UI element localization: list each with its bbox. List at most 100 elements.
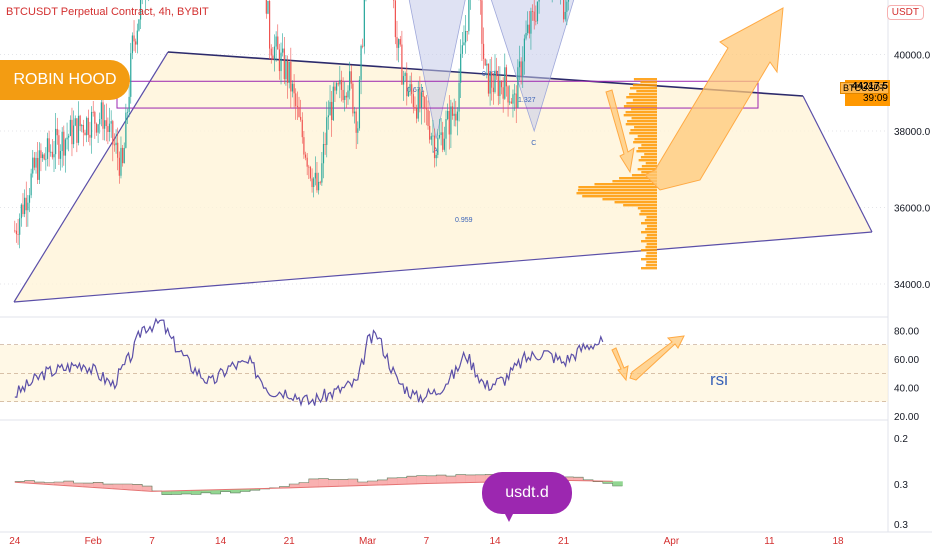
candle-body [326,117,327,145]
time-tick-label: 24 [9,536,21,547]
volume-profile-bar [633,99,657,101]
candle-body [439,135,440,138]
volume-profile-bar [641,210,657,212]
volume-profile-bar [627,120,657,122]
volume-profile-bar [641,144,657,146]
candle-body [300,117,301,120]
candle-body [498,76,499,96]
candle-body [122,148,123,163]
candle-body [58,135,59,159]
candle-body [401,45,402,85]
candle-body [349,71,350,90]
candle-body [532,11,533,12]
candle-body [120,148,121,176]
candle-body [21,205,22,219]
candle-body [393,0,394,1]
candle-body [565,12,566,19]
candle-body [26,198,27,210]
candle-body [524,39,525,62]
candle-body [530,11,531,34]
candle-body [285,61,286,79]
volume-profile-bar [647,243,657,245]
usdt-d-label: usdt.d [482,472,572,514]
candle-body [406,73,407,96]
candle-body [437,138,438,155]
candle-body [39,150,40,180]
volume-profile-bar [632,117,657,119]
candle-body [434,136,435,159]
candle-body [405,73,406,76]
candle-body [527,25,528,33]
candle-body [277,36,278,49]
volume-profile-bar [634,126,657,128]
rsi-chart[interactable] [0,319,888,406]
candle-body [289,62,290,83]
candle-body [522,61,523,75]
volume-profile-bar [626,102,657,104]
candle-body [124,148,125,163]
candle-body [321,163,322,182]
candle-body [111,121,112,124]
candle-body [52,152,53,157]
candle-body [42,154,43,158]
volume-profile-bar [623,204,657,206]
candle-body [421,92,422,107]
volume-profile-bar [647,234,657,236]
candle-body [84,133,85,136]
candle-body [294,84,295,94]
volume-profile-bar [641,249,657,251]
volume-profile-bar [639,213,657,215]
usdt-area-step [613,481,623,486]
candle-body [516,94,517,108]
candle-body [431,136,432,139]
currency-button[interactable]: USDT [887,5,924,20]
volume-profile-bar [624,114,657,116]
candle-body [284,49,285,79]
candle-body [426,107,427,109]
rsi-tick-label: 80.00 [894,327,919,338]
candle-body [491,72,492,88]
usdt-area-step [397,478,407,485]
volume-profile-bar [633,141,657,143]
volume-profile-bar [576,192,657,194]
volume-profile-bar [645,237,657,239]
candle-body [272,55,273,59]
candle-body [266,0,267,14]
usdt-area-step [348,479,358,486]
candle-body [53,154,54,157]
usdt-area-step [191,490,201,494]
candle-body [94,112,95,124]
candle-body [416,108,417,118]
candle-body [323,144,324,163]
volume-profile-bar [646,264,657,266]
candle-body [341,80,342,90]
rsi-label: rsi [710,370,728,390]
usdt-area-step [142,486,152,491]
candle-body [481,0,482,44]
usdt-area-step [466,475,476,483]
candle-body [308,167,309,168]
candle-body [441,132,442,135]
candle-body [313,178,314,187]
candle-body [310,167,311,178]
volume-profile-bar [644,153,657,155]
usdt-area-step [162,491,172,494]
usdt-area-step [407,476,417,484]
candle-body [566,2,567,12]
usdt-area-step [426,476,436,484]
candle-body [305,155,306,158]
candle-body [414,107,415,108]
candle-body [37,158,38,180]
candle-body [129,97,130,112]
candle-body [444,139,445,150]
candle-body [22,205,23,214]
candle-body [44,154,45,159]
usdt-area-step [436,475,446,483]
price-tick-label: 34000.0 [894,280,931,291]
candle-body [423,92,424,97]
time-tick-label: 14 [215,536,227,547]
candle-body [269,1,270,49]
candle-body [83,125,84,133]
candle-body [75,118,76,125]
